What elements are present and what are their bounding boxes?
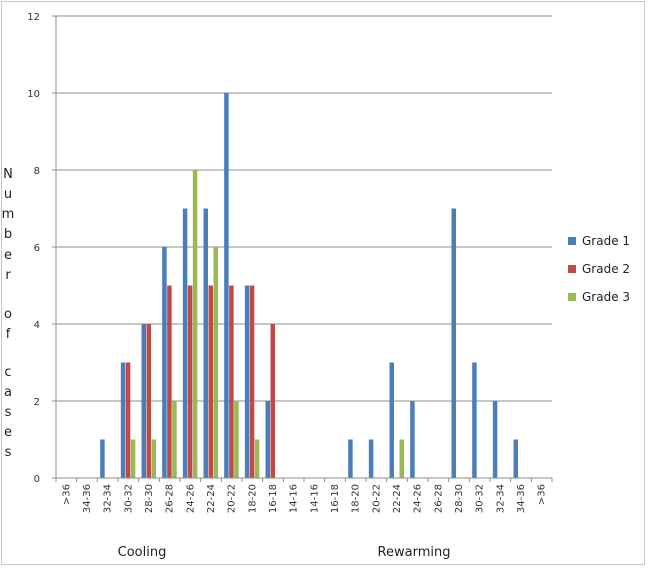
x-tick-label: 34-36 <box>82 484 93 513</box>
x-tick-label: 18-20 <box>351 484 362 513</box>
x-tick-label: 20-22 <box>371 484 382 513</box>
x-tick-label: 34-36 <box>516 484 527 513</box>
bar <box>151 439 156 478</box>
x-tick-label: 32-34 <box>495 484 506 513</box>
bar <box>389 362 394 478</box>
x-tick-label: 22-24 <box>206 484 217 513</box>
bar <box>234 401 239 478</box>
bar <box>229 285 234 478</box>
bar <box>244 285 250 478</box>
bar <box>213 247 218 478</box>
legend-label: Grade 1 <box>582 234 630 248</box>
legend-swatch <box>568 237 576 245</box>
bar <box>167 285 172 478</box>
x-tick-label: 18-20 <box>247 484 258 513</box>
y-label-letter: e <box>4 425 12 440</box>
y-label-letter: e <box>4 248 12 263</box>
x-tick-label: 28-30 <box>144 484 155 513</box>
bars <box>100 93 518 478</box>
x-tick-label: 26-28 <box>433 484 444 513</box>
bar <box>368 439 374 478</box>
bar <box>451 208 456 478</box>
y-tick-label: 6 <box>34 243 40 254</box>
legend-label: Grade 3 <box>582 290 630 304</box>
x-tick-label: 24-26 <box>413 484 424 513</box>
x-tick-label: 14-16 <box>309 484 320 513</box>
x-tick-labels: >36 34-36 32-34 30-32 28-30 26-28 24-26 22-24 20… <box>61 484 547 513</box>
x-tick-label: 28-30 <box>454 484 465 513</box>
bar <box>410 401 415 478</box>
y-tick-label: 8 <box>34 166 40 177</box>
y-tick-label: 4 <box>34 320 40 331</box>
bar <box>270 324 275 478</box>
bar <box>265 401 270 478</box>
x-tick-label: >36 <box>61 484 72 505</box>
legend-swatch <box>568 293 576 301</box>
bar <box>146 324 151 478</box>
y-label-letter: a <box>4 385 12 400</box>
x-tick-label: 32-34 <box>103 484 114 513</box>
y-tick-label: 10 <box>27 89 40 100</box>
bar <box>224 93 229 478</box>
bar <box>120 362 126 478</box>
x-tick-label: 26-28 <box>165 484 176 513</box>
bar <box>348 439 353 478</box>
bar <box>208 285 213 478</box>
x-tick-label: 30-32 <box>123 484 134 513</box>
x-tick-label: >36 <box>537 484 548 505</box>
y-tick-label: 0 <box>34 474 40 485</box>
y-label-letter: m <box>2 207 15 222</box>
x-tick-label: 30-32 <box>475 484 486 513</box>
x-tick-label: 22-24 <box>392 484 403 513</box>
legend-label: Grade 2 <box>582 262 630 276</box>
bar <box>254 439 260 478</box>
x-tick-label: 16-18 <box>330 484 341 513</box>
y-label-letter: s <box>5 445 12 460</box>
bar <box>172 401 177 478</box>
bar <box>192 170 198 478</box>
bar <box>492 401 498 478</box>
bar <box>141 324 146 478</box>
x-tick-label: 14-16 <box>289 484 300 513</box>
y-label-letter: u <box>4 187 12 202</box>
y-label-letter: f <box>6 327 11 342</box>
bar <box>100 439 105 478</box>
y-label-letter: s <box>5 405 12 420</box>
y-label-letter: r <box>5 268 11 283</box>
group-label-cooling: Cooling <box>118 545 167 560</box>
bar <box>125 362 131 478</box>
x-tick-label: 16-18 <box>268 484 279 513</box>
legend-swatch <box>568 265 576 273</box>
y-label-letter: N <box>3 167 13 182</box>
bar <box>399 439 404 478</box>
y-tick-label: 2 <box>34 397 40 408</box>
y-label-letter: o <box>4 307 12 322</box>
y-label-letter: c <box>4 365 11 380</box>
bar <box>249 285 255 478</box>
bar <box>203 208 208 478</box>
gridlines <box>56 15 552 479</box>
bar <box>182 208 188 478</box>
bar <box>513 439 518 478</box>
bar <box>162 247 167 478</box>
bar <box>187 285 193 478</box>
bar <box>472 362 477 478</box>
y-tick-labels: 0 2 4 6 8 10 12 <box>27 12 40 485</box>
y-label-letter: b <box>4 227 12 242</box>
x-tick-label: 20-22 <box>227 484 238 513</box>
y-tick-label: 12 <box>27 12 40 23</box>
group-label-rewarming: Rewarming <box>378 545 451 560</box>
x-tick-label: 24-26 <box>185 484 196 513</box>
legend: Grade 1 Grade 2 Grade 3 <box>568 234 630 304</box>
bar <box>130 439 136 478</box>
axes <box>52 15 553 482</box>
